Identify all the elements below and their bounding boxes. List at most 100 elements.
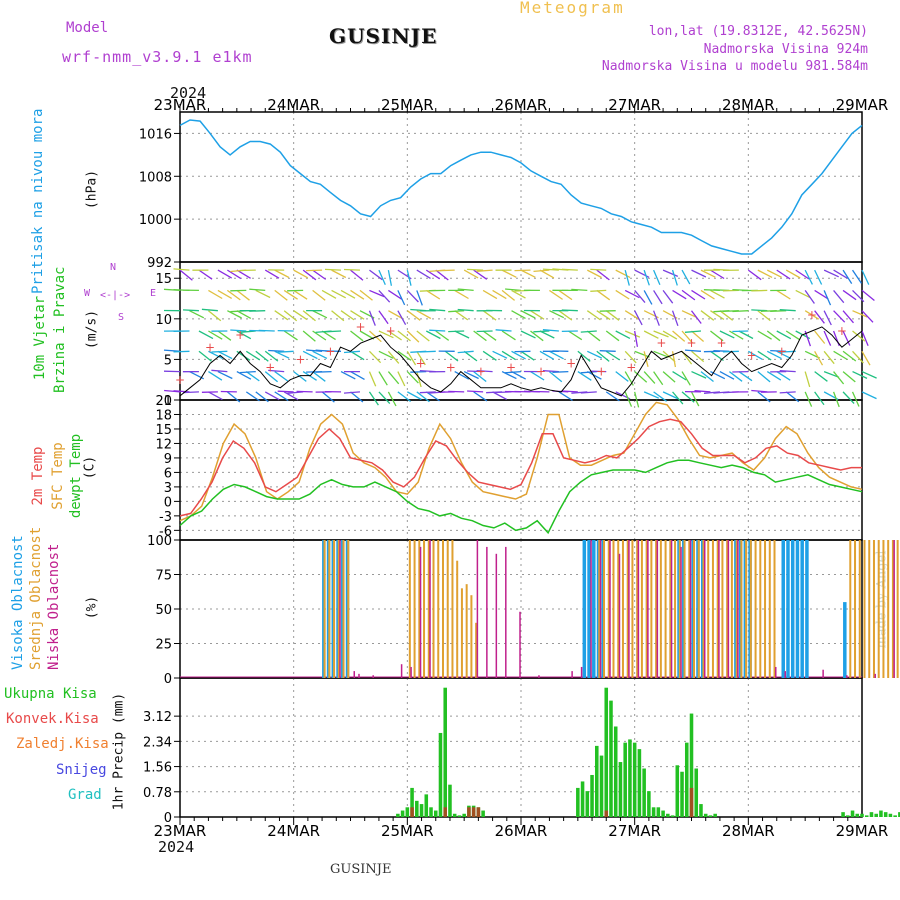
wind-arrow (842, 350, 857, 362)
wind-arrow (814, 350, 824, 366)
wind-arrow (208, 350, 223, 360)
wind-arrow (226, 289, 241, 301)
cloud-bar-high (843, 602, 847, 678)
wind-arrow (201, 308, 218, 312)
wind-arrow (429, 308, 446, 312)
wind-arrow (255, 391, 269, 403)
wind-arrow (842, 371, 856, 383)
wind-arrow (312, 289, 326, 301)
legend-convective-rain: Konvek.Kisa (6, 711, 99, 727)
wind-arrow (852, 330, 866, 342)
wind-arrow (732, 310, 749, 313)
wind-arrow (710, 269, 725, 280)
wind-arrow (596, 310, 611, 321)
temp-ytick-label: 0 (164, 495, 172, 510)
wind-arrow (757, 330, 772, 340)
dewpt-temp-line (179, 459, 863, 535)
wind-arrow (681, 330, 693, 344)
wind-arrow (264, 350, 279, 362)
precip-bar-total (694, 768, 699, 817)
wind-arrow (425, 391, 440, 402)
wind-arrow (671, 351, 677, 368)
wind-arrow (577, 350, 591, 362)
wind-arrow (476, 330, 493, 333)
wind-arrow (842, 310, 854, 324)
compass-w: W (84, 288, 91, 299)
wind-arrow (208, 371, 223, 381)
wind-arrow (173, 268, 190, 271)
wind-arrow (369, 269, 383, 281)
cloud-bar-low (410, 666, 412, 678)
precip-bar-total (846, 815, 850, 817)
precip-bar-total (443, 687, 447, 817)
wind-arrow (315, 370, 332, 373)
wind-gust-marker: + (265, 361, 275, 375)
cloud-bar-mid (858, 540, 861, 678)
sfc-temp-line (179, 401, 863, 522)
wind-arrow (245, 371, 260, 382)
wind-arrow (596, 289, 611, 301)
wind-arrow (321, 289, 337, 299)
cloud-bar-mid (872, 540, 875, 678)
wind-arrow (520, 330, 536, 339)
cloud-bar-low (737, 540, 739, 678)
wind-arrow (779, 350, 796, 353)
wind-arrow (757, 371, 771, 383)
wind-arrow (586, 371, 602, 380)
wind-arrow (454, 310, 469, 321)
wind-arrow (757, 391, 771, 403)
wind-arrow (700, 289, 715, 300)
cloud-bar-mid (854, 540, 857, 678)
wind-arrow (691, 330, 705, 342)
wind-ytick-label: 5 (164, 353, 172, 368)
temp-2m-line (179, 418, 862, 517)
wind-arrow (568, 330, 583, 341)
model-elevation-label: Nadmorska Visina u modelu 981.584m (601, 59, 868, 74)
wind-arrow (748, 350, 763, 360)
wind-arrow (571, 288, 588, 292)
wind-arrow (378, 371, 388, 386)
wind-gust-marker: + (446, 361, 456, 375)
wind-arrow (738, 330, 754, 340)
wind-arrow (539, 330, 555, 339)
wind-arrow (293, 371, 307, 382)
wind-arrow (851, 269, 863, 284)
wind-arrow (312, 350, 328, 359)
precip-bar-total (850, 810, 855, 817)
cloud-ytick-label: 100 (147, 534, 172, 549)
x-label-bottom: 23MAR (154, 822, 207, 840)
wind-arrow (406, 310, 421, 321)
wind-gust-marker: + (626, 361, 636, 375)
wind-arrow (264, 269, 280, 279)
wind-arrow (624, 269, 630, 286)
x-label-bottom: 26MAR (495, 822, 548, 840)
wind-arrow (558, 391, 573, 401)
wind-arrow (814, 289, 829, 300)
precip-bar-total (632, 742, 637, 817)
cloud-bar-low (893, 540, 895, 678)
precip-bar-total (883, 812, 888, 817)
wind-arrow (634, 350, 650, 358)
wind-arrow (406, 330, 420, 343)
wind-arrow (416, 371, 422, 388)
wind-arrow (605, 330, 620, 342)
wind-arrow (388, 310, 403, 320)
cloud-ytick-label: 75 (155, 569, 172, 584)
wind-arrow (482, 289, 498, 300)
wind-arrow (662, 290, 674, 304)
wind-ytick-label: 10 (155, 313, 172, 328)
wind-arrow (643, 330, 659, 339)
wind-arrow (425, 330, 441, 340)
wind-arrow (378, 310, 389, 325)
wind-arrow (268, 349, 285, 352)
wind-arrow (776, 350, 792, 360)
precip-bar-total (457, 815, 462, 817)
wind-arrow (653, 371, 664, 386)
cloud-bar-mid (716, 540, 719, 678)
wind-arrow (378, 350, 394, 359)
wind-arrow (542, 268, 559, 271)
cloud-bar-mid (465, 584, 468, 678)
precip-bar-total (415, 800, 419, 817)
precip-bar-total (433, 810, 438, 817)
wind-arrow (331, 269, 347, 279)
